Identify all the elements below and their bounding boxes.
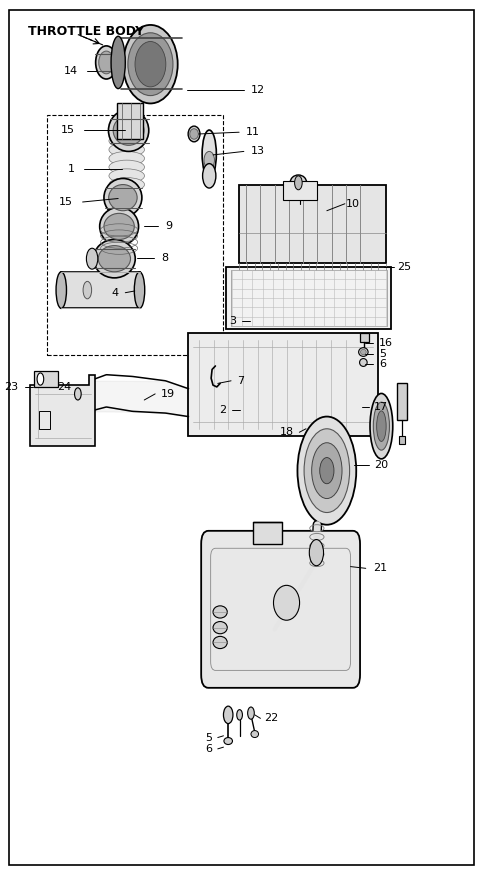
Text: 22: 22 — [264, 713, 278, 724]
Ellipse shape — [373, 402, 389, 450]
Ellipse shape — [83, 282, 92, 299]
Ellipse shape — [109, 178, 144, 192]
Ellipse shape — [100, 207, 139, 246]
Ellipse shape — [109, 160, 144, 174]
Bar — [61, 272, 140, 308]
Text: 15: 15 — [60, 125, 74, 136]
Text: 15: 15 — [59, 197, 73, 207]
Ellipse shape — [135, 41, 166, 87]
Ellipse shape — [190, 129, 198, 139]
Ellipse shape — [96, 46, 117, 79]
Text: 20: 20 — [374, 460, 388, 471]
Text: 6: 6 — [205, 744, 212, 754]
Ellipse shape — [360, 359, 367, 367]
Text: 8: 8 — [161, 253, 168, 262]
Bar — [231, 270, 386, 326]
Text: 12: 12 — [251, 86, 265, 95]
Ellipse shape — [213, 636, 227, 648]
Circle shape — [312, 443, 342, 499]
Text: 21: 21 — [373, 564, 387, 573]
Bar — [283, 181, 317, 200]
Ellipse shape — [108, 109, 149, 151]
Ellipse shape — [224, 738, 232, 745]
Text: 14: 14 — [64, 66, 78, 76]
Circle shape — [320, 458, 334, 484]
Ellipse shape — [203, 164, 216, 188]
Text: 5: 5 — [205, 732, 212, 743]
Ellipse shape — [94, 240, 135, 278]
Text: 23: 23 — [4, 382, 19, 392]
Text: 16: 16 — [379, 339, 393, 348]
Circle shape — [74, 388, 81, 400]
Text: 11: 11 — [246, 127, 260, 137]
Ellipse shape — [104, 214, 134, 240]
Circle shape — [298, 416, 356, 525]
Ellipse shape — [188, 126, 200, 142]
Ellipse shape — [377, 411, 386, 441]
Bar — [253, 522, 282, 544]
Ellipse shape — [104, 178, 142, 217]
Bar — [47, 115, 223, 354]
Text: 5: 5 — [379, 349, 386, 359]
Text: 18: 18 — [279, 427, 294, 438]
Bar — [399, 436, 405, 444]
Text: 6: 6 — [379, 360, 386, 369]
Circle shape — [37, 373, 44, 385]
Text: 9: 9 — [166, 221, 173, 231]
Ellipse shape — [109, 143, 144, 157]
Ellipse shape — [359, 347, 368, 356]
Bar — [38, 411, 50, 429]
Bar — [34, 371, 59, 387]
Polygon shape — [30, 374, 96, 446]
Ellipse shape — [290, 175, 307, 191]
Ellipse shape — [99, 51, 114, 74]
Text: 3: 3 — [229, 317, 236, 326]
Ellipse shape — [98, 246, 131, 272]
Text: 25: 25 — [397, 262, 411, 271]
Bar — [397, 383, 408, 420]
Ellipse shape — [370, 394, 393, 458]
Ellipse shape — [109, 134, 144, 148]
Text: 1: 1 — [68, 164, 74, 174]
Circle shape — [237, 710, 242, 720]
Ellipse shape — [108, 185, 137, 211]
Circle shape — [86, 248, 98, 270]
Ellipse shape — [213, 606, 227, 618]
Text: 2: 2 — [219, 404, 226, 415]
Ellipse shape — [56, 272, 67, 308]
Ellipse shape — [109, 169, 144, 183]
Bar — [239, 185, 386, 263]
Text: 4: 4 — [111, 288, 118, 298]
Ellipse shape — [274, 585, 300, 620]
Bar — [188, 332, 378, 436]
Circle shape — [309, 540, 324, 566]
Text: 13: 13 — [251, 146, 265, 157]
Bar — [360, 332, 369, 341]
Text: THROTTLE BODY: THROTTLE BODY — [28, 24, 144, 38]
Bar — [117, 102, 144, 139]
Ellipse shape — [128, 32, 173, 95]
Circle shape — [304, 429, 349, 513]
FancyBboxPatch shape — [201, 531, 360, 688]
Text: 24: 24 — [58, 382, 72, 392]
Ellipse shape — [202, 130, 216, 178]
Circle shape — [224, 706, 233, 724]
Text: 19: 19 — [161, 388, 175, 399]
Ellipse shape — [134, 272, 145, 308]
Ellipse shape — [123, 25, 178, 103]
Text: 10: 10 — [346, 199, 360, 209]
Circle shape — [248, 707, 254, 719]
Text: 17: 17 — [374, 402, 388, 412]
Ellipse shape — [213, 621, 227, 634]
Bar — [226, 267, 391, 329]
Ellipse shape — [360, 349, 366, 354]
Ellipse shape — [111, 36, 125, 88]
Text: 7: 7 — [237, 375, 244, 386]
Circle shape — [295, 176, 302, 190]
Ellipse shape — [109, 151, 144, 165]
Ellipse shape — [113, 116, 144, 145]
Ellipse shape — [251, 731, 259, 738]
Ellipse shape — [204, 151, 215, 169]
